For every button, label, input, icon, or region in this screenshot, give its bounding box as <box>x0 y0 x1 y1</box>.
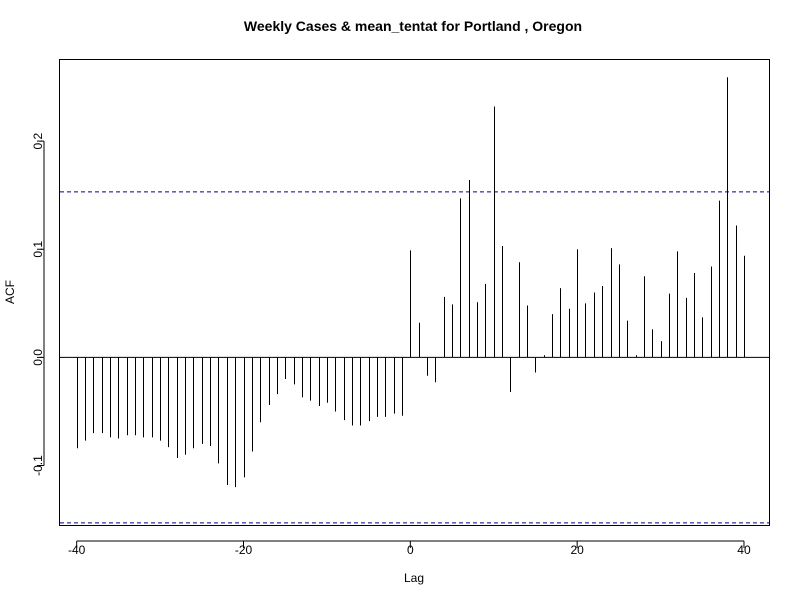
x-tick-label: 20 <box>570 543 584 557</box>
x-axis: -40 -20 0 20 40 <box>68 540 751 557</box>
plot-frame <box>59 59 770 526</box>
y-tick-label: 0.2 <box>31 132 45 149</box>
y-axis: -0.1 0.0 0.1 0.2 <box>31 132 45 475</box>
y-tick-label: 0.1 <box>31 241 45 258</box>
chart-title: Weekly Cases & mean_tentat for Portland … <box>244 18 582 34</box>
y-tick-label: 0.0 <box>31 349 45 366</box>
x-tick-label: 40 <box>737 543 751 557</box>
x-tick-label: -40 <box>68 543 86 557</box>
y-tick-label: -0.1 <box>31 455 45 476</box>
x-tick-label: -20 <box>235 543 253 557</box>
x-tick-label: 0 <box>407 543 414 557</box>
confidence-bounds <box>60 191 769 524</box>
acf-bars <box>77 77 745 488</box>
y-axis-label: ACF <box>3 280 17 304</box>
x-axis-label: Lag <box>404 571 424 585</box>
